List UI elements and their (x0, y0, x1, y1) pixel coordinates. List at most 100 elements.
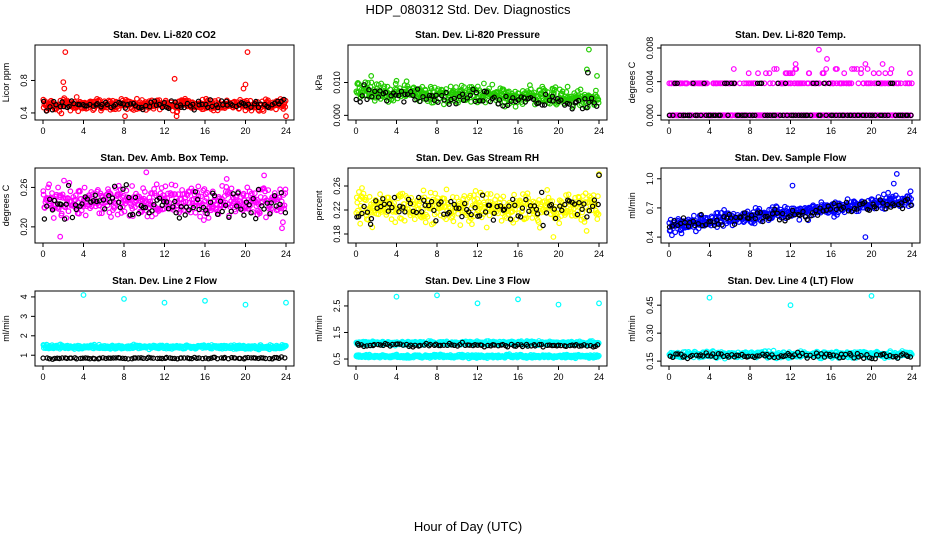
reference-point (92, 192, 99, 198)
reference-point (66, 103, 72, 110)
reference-point (496, 97, 503, 103)
reference-point (564, 100, 570, 107)
reference-point (542, 91, 549, 98)
x-tick-label: 0 (40, 126, 45, 136)
reference-point (393, 92, 399, 98)
panel-ylabel: degrees C (1, 184, 11, 226)
reference-point (750, 112, 756, 119)
series-point (748, 80, 755, 87)
series-point (796, 216, 803, 223)
series-point (172, 182, 179, 189)
reference-point (123, 182, 130, 188)
reference-point (736, 112, 742, 119)
reference-point (586, 99, 592, 106)
series-point (771, 66, 778, 72)
outlier-point (161, 299, 168, 306)
outlier-point (596, 300, 602, 307)
reference-point (135, 104, 142, 111)
series-point (469, 221, 475, 228)
reference-point (58, 201, 64, 208)
outlier-point (283, 113, 289, 120)
series-point (256, 210, 263, 217)
reference-point (361, 82, 367, 88)
outlier-point (879, 61, 886, 67)
x-tick-label: 8 (747, 126, 752, 136)
reference-point (741, 112, 747, 119)
x-tick-label: 16 (513, 126, 523, 136)
series-point (827, 80, 834, 87)
series-point (112, 200, 119, 206)
series-point (72, 192, 79, 199)
outlier-point (244, 49, 251, 55)
reference-point (375, 94, 382, 100)
series-point (118, 209, 125, 216)
series-point (411, 216, 418, 223)
y-tick-label: 0.7 (645, 202, 655, 215)
reference-point (823, 112, 829, 119)
reference-point (731, 80, 738, 87)
series-point (745, 70, 752, 77)
series-point (799, 80, 805, 87)
reference-point (460, 97, 467, 104)
reference-point (420, 93, 426, 100)
data-points (666, 170, 915, 241)
series-point (129, 183, 136, 189)
series-point (62, 204, 69, 211)
panel-title: Stan. Dev. Sample Flow (735, 153, 847, 164)
reference-point (151, 98, 158, 104)
data-points (666, 46, 915, 119)
reference-point (790, 112, 796, 119)
reference-point (412, 97, 418, 103)
reference-point (550, 98, 556, 104)
series-point (564, 83, 571, 90)
series-point (201, 186, 208, 192)
reference-point (182, 212, 188, 218)
reference-point (575, 97, 582, 104)
series-point (40, 188, 47, 195)
outlier-point (121, 296, 127, 302)
reference-point (124, 101, 131, 108)
series-point (487, 191, 494, 197)
y-tick-label: 0.000 (645, 104, 655, 127)
reference-point (156, 195, 163, 201)
reference-point (510, 95, 516, 101)
series-point (420, 187, 427, 194)
reference-point (384, 98, 390, 104)
reference-point (775, 80, 781, 87)
reference-point (118, 100, 124, 107)
panel-ylabel: ml/min (314, 315, 324, 342)
reference-point (814, 80, 820, 87)
x-tick-label: 12 (785, 249, 795, 259)
x-tick-label: 12 (472, 249, 482, 259)
reference-point (73, 206, 80, 213)
reference-point (897, 112, 904, 119)
series-point (377, 191, 384, 198)
series-point (368, 79, 375, 86)
reference-point (808, 112, 814, 119)
reference-point (588, 95, 595, 102)
reference-point (191, 107, 197, 113)
x-tick-label: 4 (707, 126, 712, 136)
x-tick-label: 8 (121, 372, 126, 382)
outlier-point (862, 61, 869, 67)
outlier-point (393, 293, 400, 300)
series-point (76, 188, 83, 195)
reference-point (204, 210, 210, 217)
reference-point (186, 207, 192, 213)
x-tick-label: 24 (907, 126, 917, 136)
reference-point (59, 99, 65, 105)
outlier-point (368, 72, 375, 79)
outlier-point (789, 182, 796, 189)
x-tick-label: 12 (785, 126, 795, 136)
series-point (563, 89, 570, 95)
series-point (841, 70, 848, 77)
reference-point (889, 80, 896, 87)
reference-point (248, 210, 254, 216)
outlier-point (890, 180, 897, 187)
x-tick-label: 0 (666, 249, 671, 259)
x-tick-label: 4 (394, 249, 399, 259)
series-point (868, 80, 874, 87)
